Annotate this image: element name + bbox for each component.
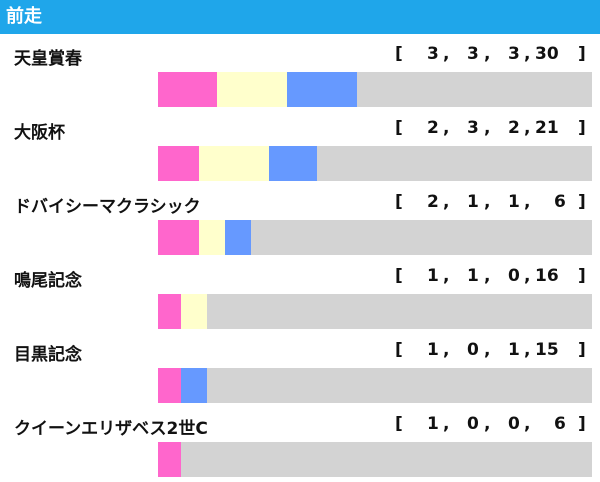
record-close-bracket: ] xyxy=(578,192,586,212)
third-place-segment xyxy=(287,72,357,107)
race-name-label: 目黒記念 xyxy=(14,345,82,365)
record-separator: , xyxy=(443,340,450,360)
record-first-count: 2 xyxy=(427,118,439,138)
race-name-label: 天皇賞春 xyxy=(14,49,82,69)
record-separator: , xyxy=(524,118,531,138)
record-total-count: 6 xyxy=(554,414,566,434)
record-tally: [2, 3, 2, 21] xyxy=(395,118,586,140)
record-separator: , xyxy=(484,340,491,360)
second-place-segment xyxy=(199,220,225,255)
result-bar xyxy=(158,368,592,403)
record-tally: [1, 1, 0, 16] xyxy=(395,266,586,288)
record-close-bracket: ] xyxy=(578,118,586,138)
record-third-count: 3 xyxy=(508,44,520,64)
race-row: クイーンエリザベス2世C[1, 0, 0, 6] xyxy=(0,406,600,482)
race-name-label: 大阪杯 xyxy=(14,123,65,143)
record-separator: , xyxy=(484,118,491,138)
record-close-bracket: ] xyxy=(578,414,586,434)
third-place-segment xyxy=(225,220,251,255)
record-separator: , xyxy=(443,192,450,212)
record-second-count: 1 xyxy=(467,192,479,212)
third-place-segment xyxy=(269,146,317,181)
record-third-count: 0 xyxy=(508,414,520,434)
record-total-count: 30 xyxy=(535,44,559,64)
record-third-count: 1 xyxy=(508,340,520,360)
record-separator: , xyxy=(484,192,491,212)
record-open-bracket: [ xyxy=(395,192,403,212)
record-open-bracket: [ xyxy=(395,118,403,138)
record-open-bracket: [ xyxy=(395,266,403,286)
record-separator: , xyxy=(443,414,450,434)
race-row: 大阪杯[2, 3, 2, 21] xyxy=(0,110,600,186)
record-close-bracket: ] xyxy=(578,340,586,360)
result-bar xyxy=(158,220,592,255)
first-place-segment xyxy=(158,368,181,403)
record-separator: , xyxy=(443,266,450,286)
record-close-bracket: ] xyxy=(578,266,586,286)
record-first-count: 2 xyxy=(427,192,439,212)
record-separator: , xyxy=(524,414,531,434)
record-second-count: 3 xyxy=(467,44,479,64)
header-title: 前走 xyxy=(0,0,600,34)
second-place-segment xyxy=(199,146,269,181)
record-close-bracket: ] xyxy=(578,44,586,64)
race-name-label: クイーンエリザベス2世C xyxy=(14,419,208,439)
result-bar xyxy=(158,442,592,477)
record-first-count: 1 xyxy=(427,340,439,360)
record-total-count: 6 xyxy=(554,192,566,212)
record-separator: , xyxy=(524,266,531,286)
race-row: 天皇賞春[3, 3, 3, 30] xyxy=(0,36,600,112)
record-tally: [1, 0, 0, 6] xyxy=(395,414,586,436)
record-total-count: 15 xyxy=(535,340,559,360)
record-tally: [2, 1, 1, 6] xyxy=(395,192,586,214)
record-third-count: 1 xyxy=(508,192,520,212)
record-tally: [1, 0, 1, 15] xyxy=(395,340,586,362)
record-separator: , xyxy=(524,340,531,360)
race-name-label: 鳴尾記念 xyxy=(14,271,82,291)
record-separator: , xyxy=(484,44,491,64)
record-first-count: 3 xyxy=(427,44,439,64)
first-place-segment xyxy=(158,294,181,329)
record-separator: , xyxy=(524,192,531,212)
record-second-count: 1 xyxy=(467,266,479,286)
race-row: ドバイシーマクラシック[2, 1, 1, 6] xyxy=(0,184,600,260)
record-second-count: 0 xyxy=(467,340,479,360)
record-tally: [3, 3, 3, 30] xyxy=(395,44,586,66)
result-bar xyxy=(158,146,592,181)
record-second-count: 0 xyxy=(467,414,479,434)
record-open-bracket: [ xyxy=(395,44,403,64)
race-row: 鳴尾記念[1, 1, 0, 16] xyxy=(0,258,600,334)
record-separator: , xyxy=(484,414,491,434)
first-place-segment xyxy=(158,442,181,477)
record-second-count: 3 xyxy=(467,118,479,138)
record-total-count: 16 xyxy=(535,266,559,286)
record-open-bracket: [ xyxy=(395,414,403,434)
record-third-count: 2 xyxy=(508,118,520,138)
first-place-segment xyxy=(158,146,199,181)
record-total-count: 21 xyxy=(535,118,559,138)
result-bar xyxy=(158,294,592,329)
result-bar xyxy=(158,72,592,107)
record-first-count: 1 xyxy=(427,266,439,286)
record-separator: , xyxy=(484,266,491,286)
race-name-label: ドバイシーマクラシック xyxy=(14,197,201,217)
second-place-segment xyxy=(181,294,207,329)
record-separator: , xyxy=(524,44,531,64)
record-first-count: 1 xyxy=(427,414,439,434)
record-separator: , xyxy=(443,118,450,138)
record-third-count: 0 xyxy=(508,266,520,286)
race-row: 目黒記念[1, 0, 1, 15] xyxy=(0,332,600,408)
record-open-bracket: [ xyxy=(395,340,403,360)
first-place-segment xyxy=(158,72,217,107)
first-place-segment xyxy=(158,220,199,255)
record-separator: , xyxy=(443,44,450,64)
third-place-segment xyxy=(181,368,207,403)
second-place-segment xyxy=(217,72,287,107)
